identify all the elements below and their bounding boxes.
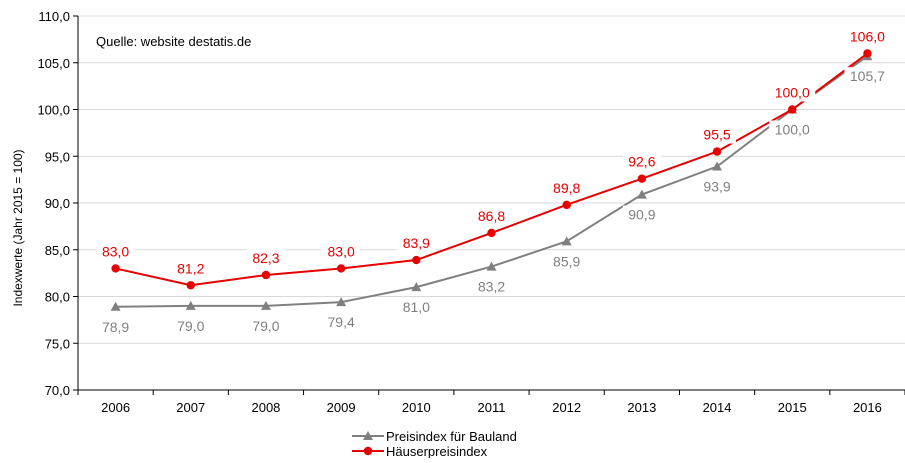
data-label: 93,9 [703, 179, 730, 195]
data-label-bg [844, 27, 891, 46]
x-tick-label: 2014 [703, 400, 732, 415]
legend-marker [363, 446, 373, 456]
data-point [487, 228, 496, 238]
data-point [111, 264, 120, 273]
data-label-bg [472, 277, 511, 296]
data-label: 85,9 [553, 253, 580, 269]
data-label-bg [96, 317, 135, 336]
data-label-bg [622, 152, 661, 171]
x-tick-label: 2015 [778, 400, 807, 415]
data-label: 86,8 [478, 208, 505, 224]
data-label-bg [547, 252, 586, 271]
data-labels: 78,9 79,0 79,0 79,4 81,0 83,2 85,9 90,9 93,9 100,… [96, 27, 891, 336]
series [110, 49, 873, 311]
data-label-bg [547, 178, 586, 197]
data-label: 100,0 [775, 122, 810, 138]
y-tick-label: 70,0 [45, 383, 70, 398]
data-label-bg [844, 67, 891, 86]
x-tick-label: 2007 [176, 400, 205, 415]
data-point [712, 147, 722, 156]
data-label-bg [246, 316, 285, 335]
data-label-bg [622, 205, 661, 224]
data-point [412, 255, 421, 265]
y-tick-label: 95,0 [45, 149, 70, 164]
data-label-bg [472, 206, 511, 225]
x-tick-label: 2011 [478, 400, 506, 415]
data-label-bg [769, 120, 816, 139]
data-label-bg [96, 242, 135, 261]
data-label: 79,4 [328, 314, 355, 330]
legend-marker [363, 431, 373, 440]
data-point [788, 105, 797, 114]
data-label-bg [322, 242, 361, 261]
data-point [863, 49, 872, 58]
x-tick-label: 2008 [251, 400, 280, 415]
x-tick-label: 2012 [552, 400, 581, 415]
data-point [260, 300, 271, 310]
data-label-bg [171, 316, 210, 335]
x-tick-label: 2016 [853, 400, 882, 415]
data-point [185, 300, 196, 310]
y-tick-label: 110,0 [38, 9, 70, 24]
data-point [637, 174, 647, 183]
data-point [712, 161, 723, 171]
data-label: 79,0 [252, 318, 279, 334]
data-label: 83,0 [328, 243, 355, 259]
legend-label: Häuserpreisindex [386, 444, 488, 458]
data-label: 83,2 [478, 279, 505, 295]
data-point [261, 270, 271, 280]
data-label-bg [322, 313, 361, 332]
data-label-bg [171, 259, 210, 278]
y-axis-title: Indexwerte (Jahr 2015 = 100) [11, 149, 25, 306]
data-label: 83,0 [102, 243, 129, 259]
data-label: 106,0 [850, 28, 885, 44]
legend-label: Preisindex für Bauland [386, 429, 517, 444]
data-label: 83,9 [403, 235, 430, 251]
data-label-bg [769, 83, 816, 102]
data-point [110, 301, 121, 311]
data-label-bg [397, 234, 436, 253]
data-point [336, 297, 347, 307]
data-label: 78,9 [102, 319, 129, 335]
data-point [486, 261, 497, 271]
data-point [561, 236, 572, 246]
data-point [186, 281, 195, 290]
y-tick-label: 100,0 [37, 103, 70, 118]
data-label: 82,3 [252, 250, 279, 266]
data-label-bg [698, 177, 737, 196]
series-line [115, 52, 869, 287]
x-tick-label: 2006 [101, 400, 130, 415]
data-point [336, 264, 346, 273]
source-note: Quelle: website destatis.de [96, 34, 251, 49]
data-label: 81,0 [403, 299, 430, 315]
y-tick-label: 90,0 [45, 196, 70, 211]
x-tick-label: 2013 [627, 400, 656, 415]
y-tick-label: 80,0 [45, 290, 70, 305]
data-point [562, 200, 571, 210]
data-label: 81,2 [177, 260, 204, 276]
data-label-bg [246, 248, 285, 267]
data-point [411, 282, 422, 292]
data-label-bg [698, 125, 737, 144]
data-label: 79,0 [177, 318, 204, 334]
data-label: 95,5 [703, 127, 730, 143]
gridlines [78, 15, 905, 391]
y-tick-label: 105,0 [37, 56, 70, 71]
data-label: 100,0 [775, 85, 810, 101]
data-label: 90,9 [628, 207, 655, 223]
y-tick-label: 75,0 [45, 336, 70, 351]
data-label: 89,8 [553, 180, 580, 196]
x-tick-label: 2009 [327, 400, 356, 415]
x-tick-label: 2010 [402, 400, 431, 415]
data-point [636, 189, 647, 199]
data-label: 105,7 [850, 68, 885, 84]
data-label-bg [397, 298, 436, 317]
y-tick-label: 85,0 [45, 243, 70, 258]
axes: 70,0 75,0 80,0 85,0 90,0 95,0 100,0 105,0 110,0 2… [37, 9, 905, 415]
data-label: 92,6 [628, 154, 655, 170]
